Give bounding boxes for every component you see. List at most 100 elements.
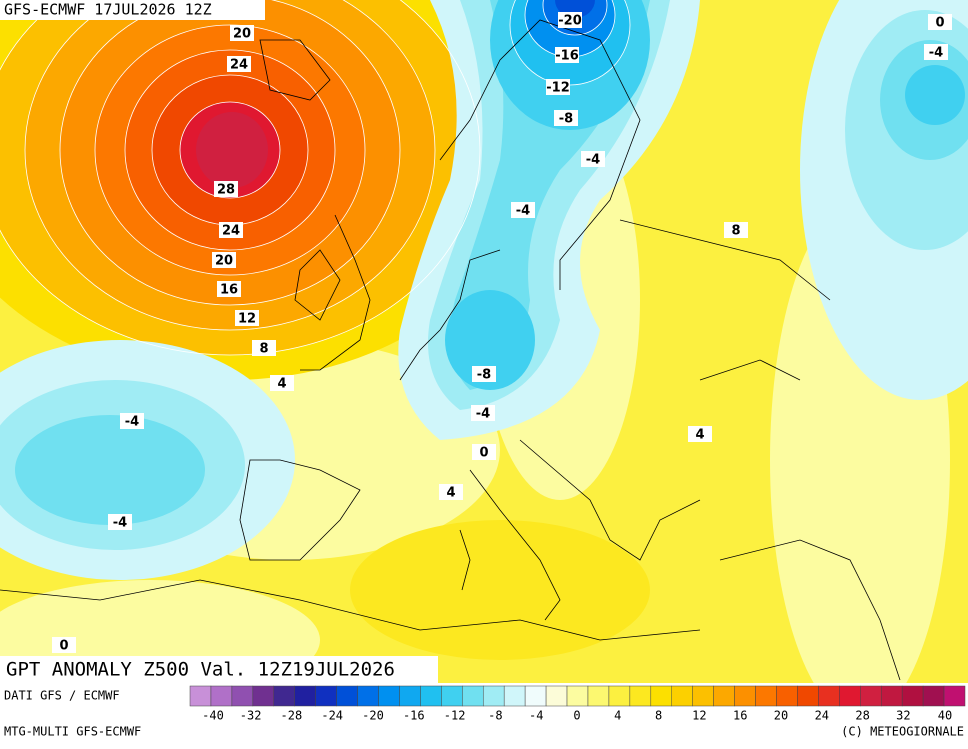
colorbar-swatch	[818, 685, 840, 707]
label-bg	[546, 79, 570, 95]
label-bg	[511, 202, 535, 218]
label-bg	[227, 56, 251, 72]
colorbar-tick-label: -8	[488, 709, 502, 723]
run-label: GFS-ECMWF 17JUL2026 12Z	[4, 1, 212, 19]
label-bg	[688, 426, 712, 442]
colorbar-swatch	[650, 685, 673, 707]
label-bg	[212, 252, 236, 268]
colorbar-swatch	[336, 685, 358, 707]
label-bg	[472, 366, 496, 382]
colorbar-tick-label: -28	[281, 709, 303, 723]
colorbar-swatch	[462, 685, 484, 707]
label-bg	[52, 637, 76, 653]
colorbar-tick-label: -16	[403, 709, 425, 723]
label-bg	[108, 514, 132, 530]
label-bg	[471, 405, 495, 421]
colorbar-tick-label: 0	[573, 709, 580, 723]
colorbar-swatch	[378, 685, 400, 707]
colorbar-swatch	[420, 685, 442, 707]
label-bg	[214, 181, 238, 197]
anomaly-field	[0, 0, 968, 683]
source-label: DATI GFS / ECMWF	[4, 689, 120, 703]
colorbar-swatch	[524, 685, 547, 707]
label-bg	[270, 375, 294, 391]
colorbar-swatch	[776, 685, 798, 707]
colorbar-swatch	[922, 685, 945, 707]
contour-label: -8	[559, 112, 573, 127]
model-label: MTG-MULTI GFS-ECMWF	[4, 725, 141, 739]
coastlines	[0, 19, 901, 681]
label-bg	[924, 44, 948, 60]
colorbar-tick-label: -4	[529, 709, 543, 723]
label-bg	[217, 281, 241, 297]
copyright: (C) METEOGIORNALE	[841, 725, 964, 739]
contour-label: 4	[695, 428, 704, 443]
label-bg	[554, 110, 578, 126]
colorbar-swatch	[189, 685, 212, 707]
label-bg	[558, 12, 582, 28]
colorbar-swatch	[755, 685, 777, 707]
colorbar-swatch	[503, 685, 526, 707]
contour-label: -4	[586, 153, 600, 168]
contour-label: -4	[929, 46, 943, 61]
label-bg	[219, 222, 243, 238]
contour-label: 24	[230, 58, 248, 73]
contour-label: 20	[215, 254, 233, 269]
colorbar-swatch	[797, 685, 819, 707]
colorbar-swatch	[441, 685, 463, 707]
colorbar-swatch	[252, 685, 275, 707]
contour-label: 28	[217, 183, 235, 198]
colorbar-tick-label: 4	[614, 709, 621, 723]
title-box	[0, 656, 438, 683]
contour-label: 12	[238, 312, 256, 327]
colorbar-tick-label: 12	[692, 709, 706, 723]
colorbar-swatch	[692, 685, 714, 707]
colorbar-tick-label: -40	[202, 709, 224, 723]
label-bg	[252, 340, 276, 356]
label-bg	[439, 484, 463, 500]
header-box	[0, 0, 265, 20]
contour-label: 4	[277, 377, 286, 392]
label-bg	[581, 151, 605, 167]
contour-label: -16	[555, 49, 579, 64]
colorbar-swatch	[294, 685, 316, 707]
map-title: GPT ANOMALY Z500 Val. 12Z19JUL2026	[6, 659, 395, 681]
colorbar-tick-label: -12	[444, 709, 466, 723]
contour-label: 8	[731, 224, 740, 239]
colorbar-tick-label: -32	[240, 709, 262, 723]
colorbar-tick-label: 40	[938, 709, 952, 723]
colorbar-swatch	[231, 685, 254, 707]
colorbar-swatch	[315, 685, 337, 707]
colorbar-tick-label: 20	[774, 709, 788, 723]
contour-label-layer: 2024282420161284-4-4-20-16-12-8-4-4-8-40…	[52, 12, 952, 654]
colorbar-tick-label: 24	[815, 709, 829, 723]
contour-label: 4	[446, 486, 455, 501]
colorbar-swatch	[608, 685, 631, 707]
label-bg	[724, 222, 748, 238]
contour-label: 20	[233, 27, 251, 42]
contour-label: -8	[477, 368, 491, 383]
colorbar-swatch	[734, 685, 756, 707]
colorbar-swatch	[545, 685, 568, 707]
contour-label: 0	[935, 16, 944, 31]
colorbar-tick-label: -20	[362, 709, 384, 723]
contour-label: 0	[59, 639, 68, 654]
colorbar-swatch	[860, 685, 882, 707]
colorbar-swatch	[587, 685, 610, 707]
colorbar-swatch	[482, 685, 505, 707]
colorbar-swatch	[713, 685, 735, 707]
label-bg	[235, 310, 259, 326]
contour-label: -20	[558, 14, 582, 29]
label-bg	[230, 25, 254, 41]
contour-label: -4	[476, 407, 490, 422]
contour-label: -4	[516, 204, 530, 219]
contour-label: -4	[113, 516, 127, 531]
colorbar-swatch	[210, 685, 233, 707]
contour-label: -4	[125, 415, 139, 430]
colorbar-swatch	[273, 685, 295, 707]
colorbar-swatch	[671, 685, 693, 707]
colorbar: -40 -32 -28 -24 -20 -16 -12 -8 -4 0 4 8 12 16 20 24 28 32…	[189, 685, 966, 723]
contour-label: 8	[259, 342, 268, 357]
contour-label: 16	[220, 283, 238, 298]
